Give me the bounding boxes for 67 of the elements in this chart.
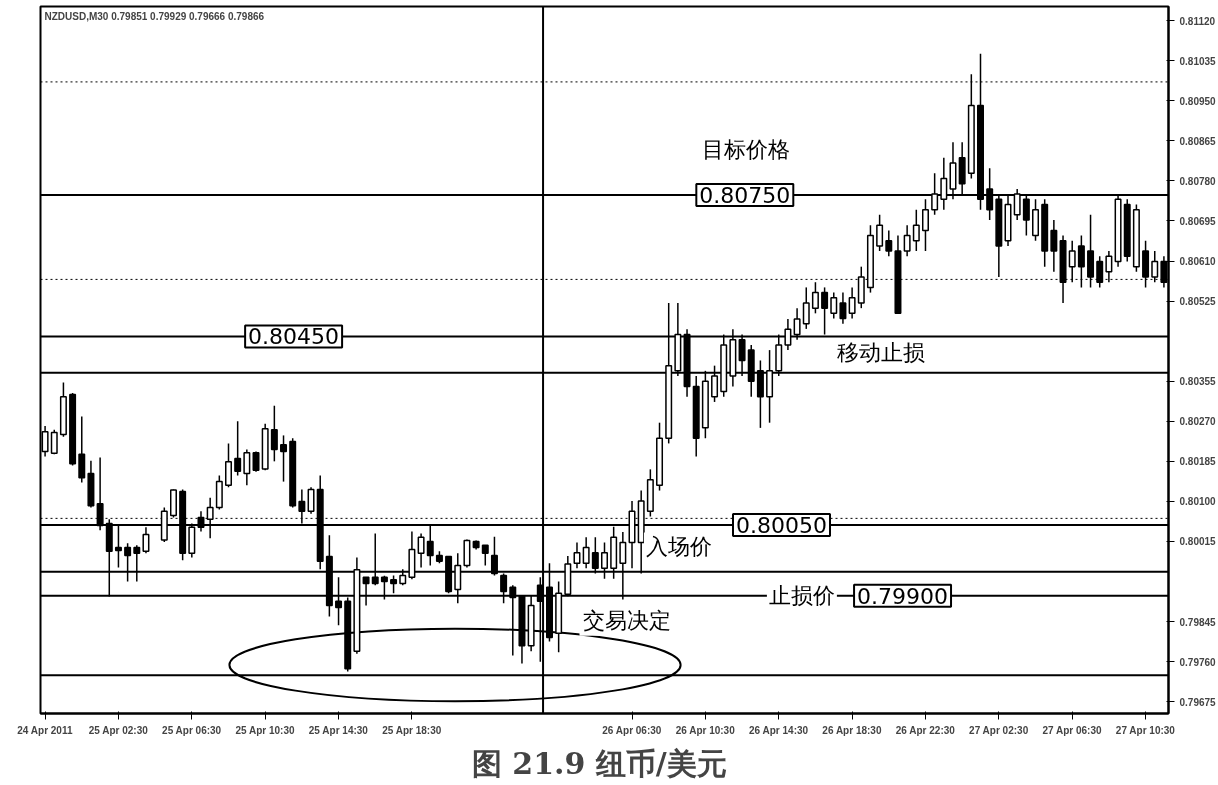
y-tick-label: 0.80695 xyxy=(1179,215,1217,227)
candlestick xyxy=(582,536,590,570)
candlestick xyxy=(280,434,288,483)
ref-line-label: 止损价 xyxy=(768,583,835,609)
x-tick-label: 26 Apr 06:30 xyxy=(602,724,662,736)
ref-line-label: 目标价格 xyxy=(701,136,790,162)
y-tick-label: 0.79760 xyxy=(1179,656,1217,668)
y-tick-label: 0.80610 xyxy=(1179,256,1217,268)
candlestick xyxy=(912,208,920,252)
x-tick-label: 27 Apr 06:30 xyxy=(1042,724,1103,736)
y-tick-label: 0.81035 xyxy=(1179,55,1217,67)
candlestick xyxy=(903,224,911,258)
annotation: 0.80750 xyxy=(699,183,791,209)
x-tick-label: 24 Apr 2011 xyxy=(17,724,73,736)
x-tick-label: 27 Apr 02:30 xyxy=(969,724,1029,736)
y-tick-label: 0.80865 xyxy=(1179,135,1217,147)
y-tick-label: 0.80355 xyxy=(1179,376,1217,388)
candlestick xyxy=(876,214,884,252)
ref-line-label: 入场价 xyxy=(645,534,712,560)
candlestick xyxy=(1068,240,1076,283)
y-tick-label: 0.80015 xyxy=(1179,536,1217,548)
chart-subtitle: NZDUSD,M30 0.79851 0.79929 0.79666 0.79866 xyxy=(44,10,265,22)
x-tick-label: 25 Apr 18:30 xyxy=(382,724,442,736)
text: 图 21.9 纽币/美元 xyxy=(471,745,727,781)
annotation: 0.80450 xyxy=(248,324,340,350)
candlestick xyxy=(307,486,315,515)
y-tick-label: 0.79845 xyxy=(1179,616,1217,628)
candlestick xyxy=(802,286,810,330)
candlestick xyxy=(921,198,929,252)
candlestick xyxy=(78,415,86,484)
annotation: 0.79900 xyxy=(857,583,949,609)
candlestick xyxy=(573,541,581,570)
candlestick xyxy=(481,544,489,567)
candlestick xyxy=(252,450,260,473)
x-tick-label: 26 Apr 10:30 xyxy=(675,724,736,736)
x-tick-label: 25 Apr 02:30 xyxy=(88,724,149,736)
candlestick xyxy=(848,286,856,320)
y-tick-label: 0.81120 xyxy=(1179,15,1216,27)
candlestick xyxy=(243,448,251,487)
y-tick-label: 0.80100 xyxy=(1179,496,1217,508)
x-tick-label: 26 Apr 18:30 xyxy=(822,724,882,736)
y-tick-label: 0.80525 xyxy=(1179,296,1217,308)
candlestick xyxy=(811,281,819,315)
y-tick-label: 0.79675 xyxy=(1179,696,1217,708)
candlestick xyxy=(417,532,425,569)
annotation: 0.80050 xyxy=(736,512,827,538)
candlestick xyxy=(1096,255,1104,289)
x-tick-label: 25 Apr 10:30 xyxy=(235,724,295,736)
x-tick-label: 26 Apr 14:30 xyxy=(749,724,809,736)
candlestick xyxy=(830,291,838,320)
annotation: 交易决定 xyxy=(582,607,671,633)
y-tick-label: 0.80270 xyxy=(1179,416,1217,428)
candlestick xyxy=(225,442,232,489)
candlestick xyxy=(234,420,242,477)
candlestick xyxy=(270,404,278,463)
x-tick-label: 25 Apr 06:30 xyxy=(162,724,222,736)
x-tick-label: 27 Apr 10:30 xyxy=(1115,724,1176,736)
x-tick-label: 25 Apr 14:30 xyxy=(308,724,369,736)
ref-line-label: 移动止损 xyxy=(836,340,925,366)
candlestick xyxy=(1050,219,1058,273)
y-tick-label: 0.80780 xyxy=(1179,175,1217,187)
y-tick-label: 0.80950 xyxy=(1179,95,1217,107)
x-tick-label: 26 Apr 22:30 xyxy=(895,724,956,736)
candlestick xyxy=(885,229,893,258)
candlestick xyxy=(839,291,847,325)
candlestick xyxy=(50,429,58,456)
y-tick-label: 0.80185 xyxy=(1179,456,1217,468)
